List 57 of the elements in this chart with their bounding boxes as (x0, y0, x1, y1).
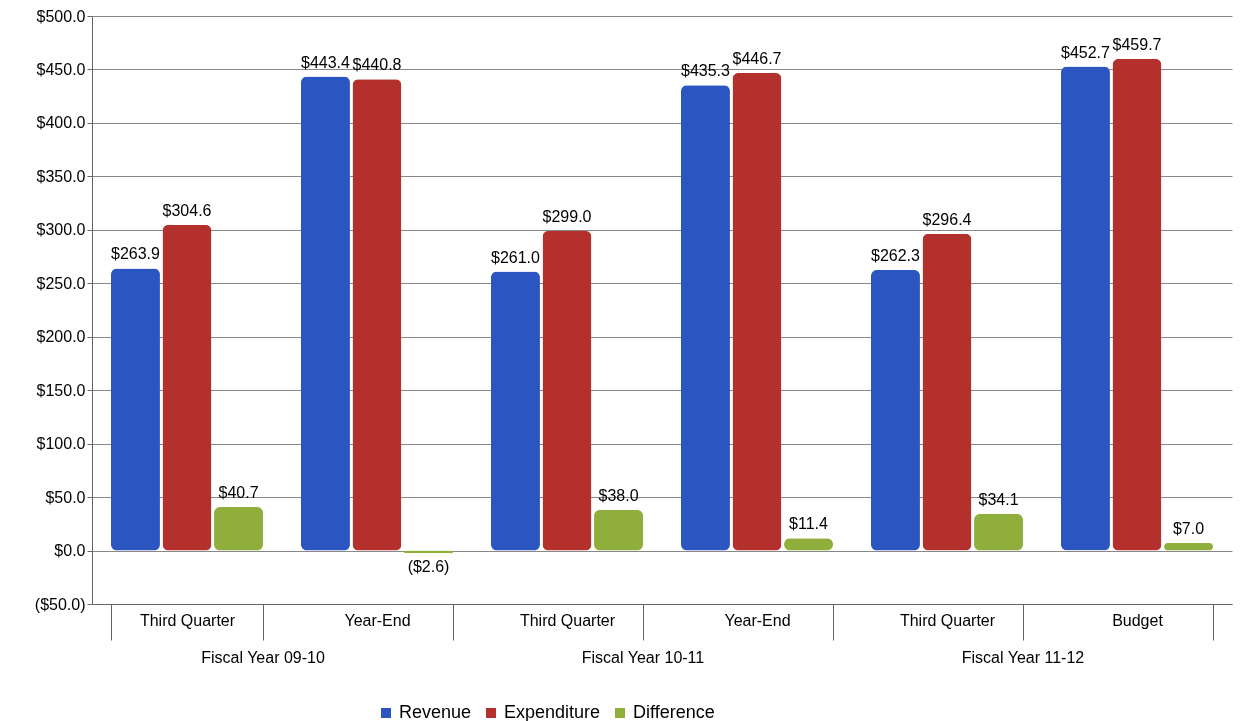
data-label: $40.7 (218, 484, 259, 502)
y-tick-label: $400.0 (36, 114, 86, 132)
data-label: $38.0 (598, 486, 639, 504)
bar (214, 507, 263, 551)
x-tick-label: Third Quarter (139, 611, 236, 629)
legend-label: Expenditure (504, 702, 601, 721)
bar (162, 224, 212, 551)
bar (871, 270, 920, 551)
bar (301, 76, 350, 551)
bar (352, 79, 402, 551)
data-label: $443.4 (301, 53, 351, 71)
data-label: $262.3 (871, 247, 921, 265)
bar (1112, 59, 1162, 551)
y-tick-label: ($50.0) (34, 595, 86, 613)
x-tick-label: Year-End (344, 611, 411, 629)
data-label: $446.7 (732, 49, 782, 67)
data-label: $299.0 (542, 207, 592, 225)
data-label: $459.7 (1112, 36, 1162, 54)
legend-label: Revenue (399, 702, 472, 721)
bar (594, 509, 643, 551)
data-label: $7.0 (1172, 520, 1205, 538)
y-tick-label: $100.0 (36, 435, 86, 453)
text: Fiscal Year 10-11 (581, 649, 705, 666)
y-tick-label: $200.0 (36, 328, 86, 346)
y-tick-label: $50.0 (45, 488, 86, 506)
data-label: $34.1 (978, 491, 1019, 509)
x-tick-label: Third Quarter (899, 611, 996, 629)
x-tick-label: Year-End (724, 611, 791, 629)
y-tick-label: $500.0 (36, 7, 86, 25)
y-tick-label: $250.0 (36, 274, 86, 292)
data-label: $440.8 (352, 56, 402, 74)
bar (1061, 66, 1110, 551)
y-tick-label: $300.0 (36, 221, 86, 239)
data-label: ($2.6) (407, 558, 450, 576)
y-tick-label: $150.0 (36, 381, 86, 399)
text: Fiscal Year 09-10 (201, 649, 325, 666)
bar (974, 514, 1023, 551)
data-label: $263.9 (111, 245, 161, 263)
bar (542, 230, 592, 551)
y-tick-label: $450.0 (36, 60, 86, 78)
data-label: $435.3 (681, 62, 731, 80)
bar (922, 233, 972, 551)
x-tick-label: Budget (1112, 611, 1164, 629)
x-tick-label: Third Quarter (519, 611, 616, 629)
data-label: $304.6 (162, 201, 212, 219)
y-tick-label: $0.0 (54, 542, 86, 560)
legend-label: Difference (633, 702, 715, 721)
data-label: $296.4 (922, 210, 972, 228)
text: Fiscal Year 11-12 (961, 649, 1085, 666)
bar (681, 85, 730, 551)
data-label: $261.0 (491, 248, 541, 266)
y-tick-label: $350.0 (36, 167, 86, 185)
data-label: $11.4 (789, 515, 829, 533)
bar (732, 72, 782, 551)
bar (111, 268, 160, 551)
data-label: $452.7 (1061, 43, 1111, 61)
bar (491, 271, 540, 551)
